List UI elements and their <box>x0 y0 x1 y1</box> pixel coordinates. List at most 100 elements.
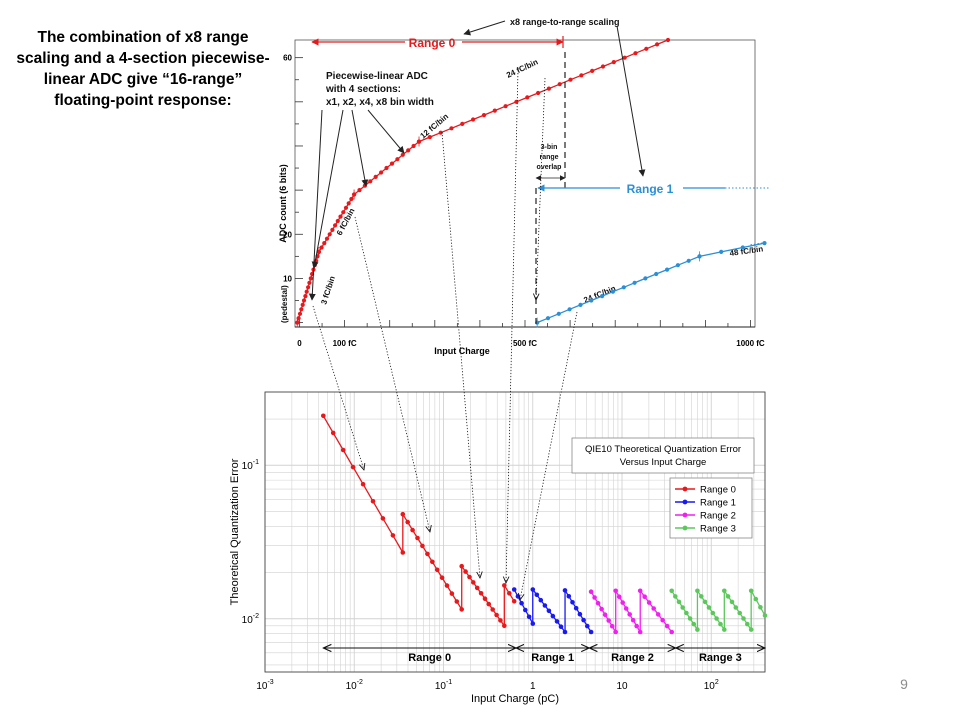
range3-qe-point <box>684 610 689 616</box>
range0-adc-point <box>411 143 416 149</box>
range0-adc-point <box>303 294 308 299</box>
qe-plot-frame <box>264 391 766 673</box>
range0-qe-point <box>511 599 517 604</box>
range3-qe-point <box>758 605 763 610</box>
range0-adc-point <box>644 46 649 51</box>
range1-qe-point <box>566 594 572 599</box>
adc-box-line-1: Piecewise-linear ADC <box>326 71 428 82</box>
range0-adc-point <box>395 157 400 162</box>
bin-24fc-label-range0: 24 fC/bin <box>505 57 540 79</box>
range0-adc-point <box>343 205 349 210</box>
range2-qe-point <box>637 588 643 594</box>
range1-qe-point <box>526 614 532 620</box>
adc-y-axis-label: ADC count (6 bits) <box>278 164 288 243</box>
adc-section-arrow <box>367 109 405 154</box>
qe-x-tick-label: 10-3 <box>256 679 273 692</box>
range1-qe-point <box>588 629 594 635</box>
slide-intro-text: The combination of x8 range scaling and … <box>16 29 270 109</box>
range0-adc-point <box>655 42 660 47</box>
range3-qe-point <box>710 610 716 616</box>
range3-qe-point <box>702 599 708 605</box>
range1-adc-point <box>578 302 583 307</box>
bin-12fc-label: 12 fC/bin <box>419 112 451 141</box>
range0-adc-point <box>338 214 343 219</box>
range2-qe-point <box>606 618 611 623</box>
adc-y-tick-label: 20 <box>283 230 292 239</box>
range0-adc-point <box>335 218 340 224</box>
connector-arrow <box>536 77 546 300</box>
adc-section-arrow <box>311 109 344 269</box>
adc-chart-data <box>295 20 770 328</box>
range1-qe-point <box>562 629 568 635</box>
range0-adc-point <box>590 68 595 73</box>
range1-qe-point <box>558 624 564 629</box>
range3-qe-point <box>729 599 735 605</box>
range3-qe-point <box>691 621 697 627</box>
range0-qe-point <box>490 607 496 612</box>
qe-x-tick-label: 10 <box>616 681 628 692</box>
adc-section-arrow <box>308 109 323 301</box>
qe-legend-swatch-point <box>682 512 688 518</box>
range3-qe-line <box>750 590 766 616</box>
range0-qe-point <box>439 575 445 580</box>
range1-qe-point <box>550 613 556 619</box>
range0-qe-point <box>340 447 346 453</box>
range1-qe-point <box>534 592 540 598</box>
range0-adc-point <box>300 302 305 307</box>
range0-adc-point <box>633 51 638 56</box>
range0-adc-point <box>536 90 541 96</box>
range0-adc-point <box>460 121 465 126</box>
range1-adc-point <box>654 271 659 277</box>
range0-qe-point <box>474 585 480 591</box>
range0-adc-line <box>296 39 669 323</box>
adc-section-arrow <box>351 109 369 187</box>
range2-qe-point <box>602 612 608 617</box>
range1-adc-point <box>632 280 637 285</box>
range0-adc-point <box>307 280 312 285</box>
range3-qe-point <box>737 610 742 616</box>
range0-qe-point <box>444 583 450 588</box>
range2-qe-point <box>623 606 629 611</box>
scaling-annotation: x8 range-to-range scaling <box>510 17 620 27</box>
qe-range-markers: Range 0 Range 1 Range 2 Range 3 <box>323 648 765 664</box>
scaling-arrow-range1 <box>616 25 646 177</box>
quantization-error-chart: 10-3 10-2 10-1 1 10 102 10-2 10-1 Input Charge (… <box>229 391 768 705</box>
range0-adc-point <box>301 298 307 303</box>
range-marker-label: Range 3 <box>699 652 742 664</box>
range3-qe-point <box>673 594 678 599</box>
range0-adc-point <box>557 82 562 87</box>
adc-x-tick-label: 100 fC <box>333 339 357 348</box>
range0-adc-point <box>492 108 497 113</box>
range3-qe-point <box>748 627 754 632</box>
range1-qe-point <box>515 594 521 599</box>
range1-qe-point <box>585 623 590 629</box>
range0-qe-point <box>482 596 488 601</box>
connector-arrow <box>520 311 578 600</box>
qe-legend-swatch-point <box>682 486 688 492</box>
range3-qe-point <box>695 627 700 632</box>
range0-qe-point <box>467 574 472 580</box>
range0-qe-point <box>430 559 435 565</box>
range1-adc-point <box>643 276 648 281</box>
range0-adc-point <box>324 236 330 241</box>
range1-adc-point <box>567 307 572 312</box>
range1-adc-point <box>610 289 616 294</box>
range0-qe-point <box>380 516 386 521</box>
range0-qe-point <box>360 481 366 487</box>
range3-qe-point <box>687 616 693 621</box>
range1-qe-point <box>554 619 560 624</box>
range1-adc-point <box>686 258 691 263</box>
qe-x-tick-label: 1 <box>530 681 536 692</box>
range1-qe-point <box>519 600 524 606</box>
qe-y-tick-label: 10-1 <box>242 459 259 472</box>
adc-x-axis-label: Input Charge <box>434 346 490 356</box>
range0-qe-point <box>350 464 356 470</box>
range0-qe-point <box>415 535 420 541</box>
qe-legend-entry: Range 1 <box>700 498 736 509</box>
pedestal-label: (pedestal) <box>280 285 289 323</box>
range-marker-label: Range 1 <box>531 652 574 664</box>
range0-adc-point <box>304 289 309 294</box>
adc-box-line-2: with 4 sections: <box>325 84 401 95</box>
range0-qe-point <box>494 612 499 618</box>
